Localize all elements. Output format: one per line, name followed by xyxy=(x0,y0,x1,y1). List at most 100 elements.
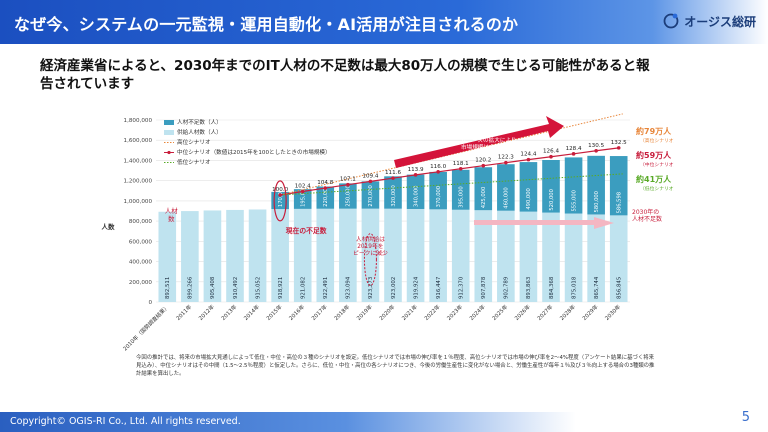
x-tick-label: 2010年（国勢調査結果） xyxy=(121,303,171,353)
market-growth-label-line: 市場規模は今後も拡大 xyxy=(461,143,517,151)
copyright: Copyright© OGIS-RI Co., Ltd. All rights … xyxy=(10,416,241,427)
index-point xyxy=(526,157,531,162)
index-point xyxy=(594,148,598,153)
supply-value-label: 918,921 xyxy=(278,277,284,299)
shortage-value-label: 425,000 xyxy=(481,187,487,208)
x-tick-label: 2018年 xyxy=(332,302,352,322)
header-bar: なぜ今、システムの一元監視・運用自動化・AI活用が注目されるのか オージス総研 xyxy=(0,0,768,44)
y-tick-label: 0 xyxy=(148,300,152,306)
shortage-value-label: 195,000 xyxy=(301,185,307,206)
supply-value-label: 893,863 xyxy=(526,277,532,299)
index-point xyxy=(278,193,282,197)
supply-value-label: 912,370 xyxy=(459,276,465,299)
supply-value-label: 884,368 xyxy=(549,276,555,299)
index-point xyxy=(368,179,373,184)
supply-value-label: 923,002 xyxy=(391,277,397,299)
footer-bar: Copyright© OGIS-RI Co., Ltd. All rights … xyxy=(0,412,768,432)
shortage-bar xyxy=(497,164,515,211)
market-growth-label-line: ITニーズの拡大により xyxy=(461,136,516,144)
index-point xyxy=(413,173,418,177)
high-scenario-value: 約79万人 xyxy=(636,126,672,136)
index-point xyxy=(300,189,305,194)
shortage-value-label: 270,000 xyxy=(368,185,374,206)
low-scenario-caption: （低位シナリオ） xyxy=(640,185,674,192)
chart-area: 0 200,000 400,000 600,000 800,000 1,000,000 1,… xyxy=(94,112,678,358)
x-tick-label: 2027年 xyxy=(535,302,555,322)
index-value-label: 104.8 xyxy=(317,180,333,186)
shortage-bar xyxy=(384,176,402,209)
shortage-bar xyxy=(587,155,605,215)
supply-value-label: 922,491 xyxy=(323,277,329,299)
supply-bar xyxy=(564,213,583,302)
supply-value-label: 916,447 xyxy=(436,277,442,299)
high-scenario-caption: （高位シナリオ） xyxy=(640,137,674,144)
supply-bar xyxy=(158,211,177,302)
supply-bar xyxy=(474,210,493,302)
x-tick-label: 2014年 xyxy=(242,302,262,322)
y-axis-label: 人数 xyxy=(102,222,116,231)
mid-scenario-caption: （中位シナリオ） xyxy=(640,161,674,168)
index-value-label: 116.0 xyxy=(430,164,446,170)
shortage-value-label: 580,000 xyxy=(594,191,600,212)
x-tick-label: 2023年 xyxy=(445,302,465,322)
supply-bar xyxy=(609,215,628,302)
legend-label: 人材不足数（人） xyxy=(177,118,222,126)
shortage-bar xyxy=(429,171,447,210)
index-point xyxy=(481,163,486,168)
page-number: 5 xyxy=(741,410,750,425)
supply-bar xyxy=(226,209,244,302)
shortage-value-label: 490,000 xyxy=(526,188,532,209)
index-value-label: 109.4 xyxy=(362,173,378,179)
left-bar-annotation-line: 人材 xyxy=(165,206,179,215)
supply-value-label: 865,744 xyxy=(594,276,600,299)
x-tick-label: 2016年 xyxy=(287,302,307,322)
y-tick-label: 1,800,000 xyxy=(124,118,153,124)
shortage-value-label: 395,000 xyxy=(459,186,465,207)
supply-value-label: 910,492 xyxy=(233,277,239,299)
shortage-value-label: 370,000 xyxy=(436,186,442,207)
x-tick-label: 2013年 xyxy=(219,302,239,322)
shortage-bar xyxy=(609,156,628,216)
shortage-bar xyxy=(542,160,560,213)
y-tick-label: 800,000 xyxy=(129,219,153,225)
supply-value-label: 902,789 xyxy=(504,276,510,299)
supply-value-label: 923,273 xyxy=(368,277,374,299)
shortage-bar xyxy=(451,169,470,210)
shortage-arrow xyxy=(474,217,614,229)
shortage-bar xyxy=(406,174,425,209)
index-value-label: 118.1 xyxy=(453,161,469,167)
shortage-2030-label-line: 2030年の xyxy=(632,208,659,216)
y-tick-label: 1,200,000 xyxy=(124,179,153,185)
shortage-value-label: 555,000 xyxy=(571,190,577,211)
supply-value-label: 907,878 xyxy=(481,276,487,299)
y-tick-label: 1,600,000 xyxy=(124,138,153,144)
supply-value-label: 892,511 xyxy=(165,277,171,299)
mid-scenario-line xyxy=(280,147,619,196)
index-value-label: 124.4 xyxy=(520,152,536,158)
supply-peak-label-line: 2019年を xyxy=(357,242,384,250)
shortage-value-label: 250,000 xyxy=(346,185,352,206)
index-point xyxy=(549,154,553,159)
index-point xyxy=(391,176,395,180)
supply-bar xyxy=(316,208,335,302)
supply-value-label: 899,266 xyxy=(188,276,194,299)
supply-bar xyxy=(542,212,560,302)
index-value-label: 102.4 xyxy=(295,184,311,190)
legend-label: 低位シナリオ xyxy=(177,158,211,166)
shortage-value-label: 460,000 xyxy=(504,187,510,208)
shortage-value-label: 586,598 xyxy=(617,192,623,213)
x-tick-label: 2021年 xyxy=(400,302,420,322)
supply-bar xyxy=(519,211,538,302)
low-scenario-line xyxy=(280,173,623,196)
x-tick-label: 2024年 xyxy=(468,302,488,322)
shortage-bar xyxy=(361,181,380,209)
index-value-label: 122.3 xyxy=(498,155,514,161)
shortage-bar xyxy=(339,183,357,209)
supply-bar xyxy=(339,208,357,302)
shortage-chart: 0 200,000 400,000 600,000 800,000 1,000,000 1,… xyxy=(102,113,678,353)
shortage-value-label: 320,000 xyxy=(391,185,397,206)
index-value-label: 100.0 xyxy=(272,187,288,193)
shortage-value-label: 520,000 xyxy=(549,189,555,210)
supply-value-label: 856,845 xyxy=(617,277,623,299)
x-tick-label: 2017年 xyxy=(310,302,330,322)
